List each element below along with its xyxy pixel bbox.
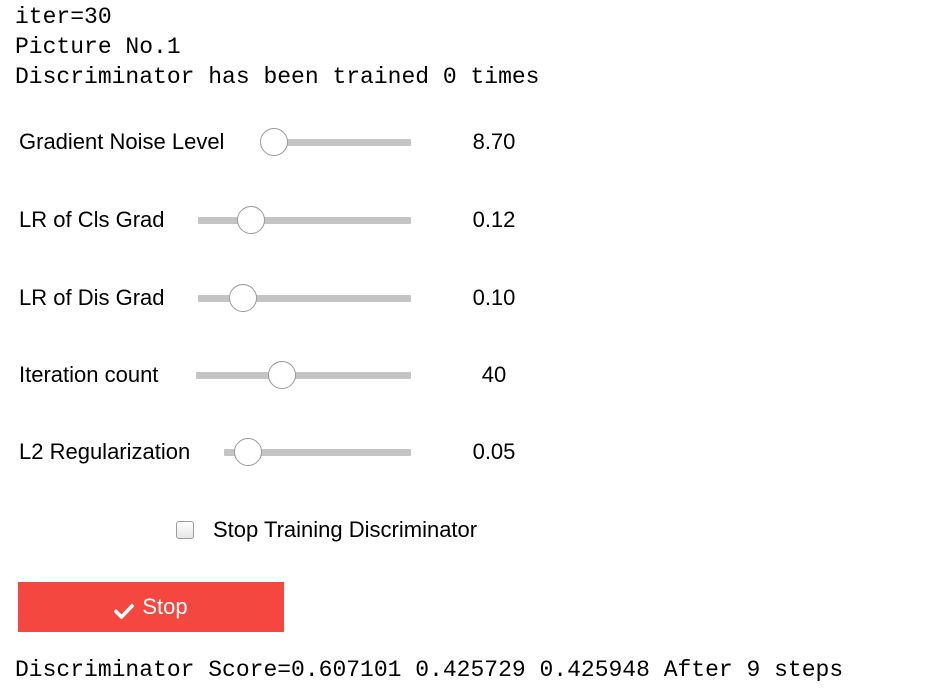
lr-cls-grad-label: LR of Cls Grad (19, 207, 165, 233)
lr-cls-grad-slider-row: LR of Cls Grad 0.12 (19, 200, 539, 240)
trained-count-text: Discriminator has been trained 0 times (15, 62, 540, 92)
lr-cls-grad-value: 0.12 (459, 207, 529, 233)
iteration-count-label: Iteration count (19, 362, 158, 388)
iter-text: iter=30 (15, 2, 112, 32)
iteration-count-slider-thumb[interactable] (268, 361, 296, 389)
lr-cls-grad-slider-thumb[interactable] (237, 206, 265, 234)
lr-dis-grad-label: LR of Dis Grad (19, 285, 165, 311)
lr-dis-grad-value: 0.10 (459, 285, 529, 311)
l2-regularization-label: L2 Regularization (19, 439, 190, 465)
check-icon (114, 599, 134, 615)
stop-training-discriminator-option[interactable]: Stop Training Discriminator (176, 514, 477, 546)
picture-number-text: Picture No.1 (15, 32, 181, 62)
stop-button[interactable]: Stop (18, 582, 284, 632)
lr-dis-grad-slider-thumb[interactable] (229, 284, 257, 312)
gradient-noise-slider-row: Gradient Noise Level 8.70 (19, 122, 539, 162)
stop-button-label: Stop (142, 594, 187, 620)
l2-regularization-value: 0.05 (459, 439, 529, 465)
gradient-noise-value: 8.70 (459, 129, 529, 155)
gradient-noise-label: Gradient Noise Level (19, 129, 224, 155)
lr-dis-grad-slider-row: LR of Dis Grad 0.10 (19, 278, 539, 318)
stop-training-discriminator-checkbox[interactable] (176, 521, 194, 539)
iteration-count-slider-row: Iteration count 40 (19, 355, 539, 395)
gradient-noise-slider-thumb[interactable] (260, 128, 288, 156)
l2-regularization-slider-thumb[interactable] (234, 438, 262, 466)
l2-regularization-slider-row: L2 Regularization 0.05 (19, 432, 539, 472)
stop-training-discriminator-label: Stop Training Discriminator (213, 517, 477, 543)
lr-cls-grad-slider[interactable] (198, 217, 411, 224)
iteration-count-value: 40 (459, 362, 529, 388)
iteration-count-slider[interactable] (196, 372, 411, 379)
discriminator-score-text: Discriminator Score=0.607101 0.425729 0.… (15, 655, 843, 685)
